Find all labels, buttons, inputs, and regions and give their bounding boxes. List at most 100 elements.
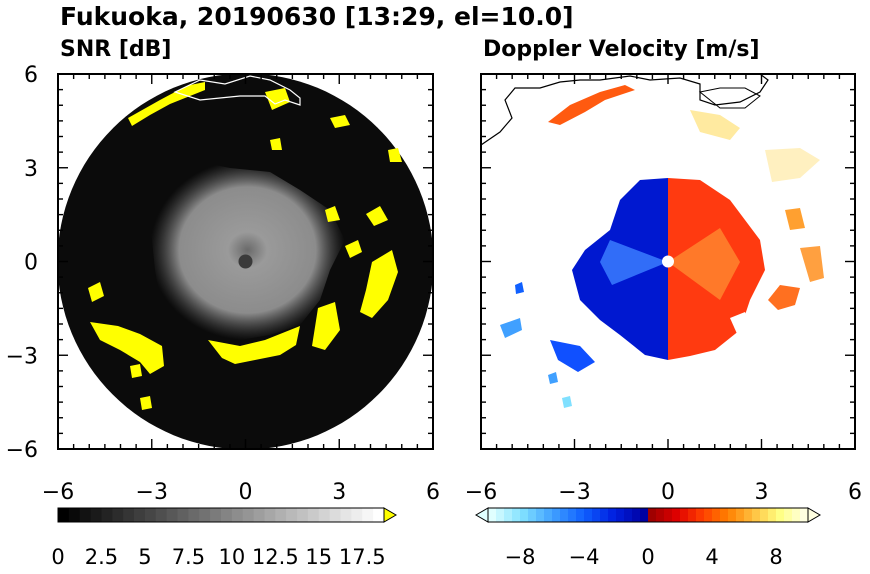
snr-colorbar-swatch (144, 508, 157, 522)
doppler-colorbar-swatch (736, 508, 745, 522)
snr-near-field-echo (150, 160, 345, 340)
snr-colorbar-tick-label: 2.5 (85, 545, 118, 569)
doppler-colorbar-swatch (592, 508, 601, 522)
snr-y-tick-label: 6 (24, 63, 38, 88)
snr-echo-patch (265, 88, 290, 110)
snr-x-tick-label: −3 (136, 480, 168, 505)
snr-x-tick-label: 3 (332, 480, 346, 505)
doppler-colorbar-swatch (512, 508, 521, 522)
snr-coastline (173, 75, 301, 106)
snr-colorbar-tick-label: 0 (51, 545, 64, 569)
doppler-colorbar-tick-label: 0 (641, 545, 654, 569)
snr-colorbar-swatch (231, 508, 244, 522)
doppler-x-tick-label: 6 (848, 480, 862, 505)
snr-colorbar-swatch (210, 508, 222, 522)
doppler-colorbar-swatch (752, 508, 761, 522)
doppler-colorbar-swatch (488, 508, 497, 522)
doppler-echo-patch (690, 110, 740, 140)
snr-colorbar-tick-label: 10 (218, 545, 245, 569)
snr-colorbar-swatch (275, 508, 287, 522)
doppler-echo-patch (548, 85, 635, 125)
doppler-colorbar-swatch (760, 508, 769, 522)
snr-colorbar-swatch (329, 508, 342, 522)
snr-colorbar-swatch (340, 508, 352, 522)
snr-colorbar-swatch (188, 508, 200, 522)
snr-colorbar-tick-label: 15 (305, 545, 332, 569)
snr-echo-patch (90, 322, 164, 374)
snr-colorbar-swatch (286, 508, 298, 522)
snr-colorbar-swatch (318, 508, 331, 522)
figure-title: Fukuoka, 20190630 [13:29, el=10.0] (60, 2, 574, 31)
doppler-echo-patch (765, 148, 820, 182)
snr-colorbar-swatch (362, 508, 374, 522)
snr-echo-patch (360, 250, 398, 318)
snr-colorbar-swatch (221, 508, 233, 522)
snr-y-tick-label: 3 (24, 157, 38, 182)
snr-radar-center (238, 254, 253, 269)
snr-echo-patch (388, 148, 402, 162)
snr-colorbar-swatch (307, 508, 320, 522)
snr-echo-patch (88, 282, 104, 302)
doppler-colorbar-swatch (560, 508, 569, 522)
snr-colorbar-swatch (177, 508, 189, 522)
doppler-colorbar-swatch (672, 508, 681, 522)
snr-colorbar (57, 507, 397, 523)
snr-echo-patch (128, 82, 205, 126)
snr-colorbar-frame (57, 507, 385, 523)
snr-colorbar-tick-label: 5 (138, 545, 151, 569)
doppler-x-tick-label: −3 (558, 480, 590, 505)
snr-colorbar-swatch (166, 508, 179, 522)
doppler-radar-center (662, 255, 674, 268)
doppler-colorbar-swatch (744, 508, 753, 522)
doppler-colorbar-swatch (552, 508, 561, 522)
snr-echo-patch (270, 138, 282, 150)
snr-x-tick-label: −6 (42, 480, 74, 505)
snr-echo-patch (130, 364, 142, 378)
doppler-colorbar-tick-label: −4 (569, 545, 600, 569)
snr-colorbar-tick-label: 7.5 (172, 545, 205, 569)
doppler-colorbar-swatch (624, 508, 633, 522)
doppler-coastline (481, 74, 769, 146)
snr-colorbar-swatch (351, 508, 363, 522)
doppler-colorbar-swatch (504, 508, 513, 522)
snr-colorbar-swatch (264, 508, 276, 522)
doppler-colorbar-swatch (704, 508, 713, 522)
doppler-colorbar-swatch (656, 508, 665, 522)
doppler-echo-patch (768, 285, 800, 310)
doppler-colorbar-swatch (712, 508, 721, 522)
doppler-colorbar-swatch (496, 508, 505, 522)
doppler-colorbar-frame (487, 507, 809, 523)
doppler-colorbar-swatch (648, 508, 657, 522)
snr-echo-patch (208, 326, 300, 364)
snr-echo-patch (140, 396, 152, 410)
doppler-colorbar-swatch (728, 508, 737, 522)
doppler-colorbar-under-triangle (475, 507, 489, 523)
snr-colorbar-over-triangle (383, 507, 397, 523)
doppler-receding-core (668, 228, 740, 300)
snr-colorbar-swatch (155, 508, 168, 522)
doppler-colorbar-swatch (584, 508, 593, 522)
snr-colorbar-swatch (373, 508, 385, 522)
doppler-colorbar-swatch (664, 508, 673, 522)
snr-echo-patch (330, 115, 350, 128)
snr-colorbar-swatch (297, 508, 309, 522)
snr-strong-echo-patches (88, 82, 402, 410)
doppler-colorbar-tick-label: 8 (769, 545, 782, 569)
snr-colorbar-swatch (79, 508, 92, 522)
doppler-coastline-island (698, 87, 761, 109)
doppler-blank-gap (730, 312, 752, 336)
doppler-approaching-core (600, 240, 668, 285)
doppler-x-tick-label: 0 (661, 480, 675, 505)
doppler-colorbar-swatch (784, 508, 793, 522)
snr-y-tick-label: −6 (6, 438, 38, 463)
snr-colorbar-swatch (58, 508, 70, 522)
doppler-panel-title: Doppler Velocity [m/s] (483, 37, 760, 62)
doppler-colorbar-swatch (544, 508, 553, 522)
snr-colorbar-swatch (68, 508, 81, 522)
snr-echo-patch (366, 206, 388, 226)
snr-y-tick-label: 0 (24, 251, 38, 276)
snr-colorbar-swatch (112, 508, 124, 522)
doppler-colorbar-swatch (608, 508, 617, 522)
doppler-colorbar-tick-label: 4 (705, 545, 718, 569)
